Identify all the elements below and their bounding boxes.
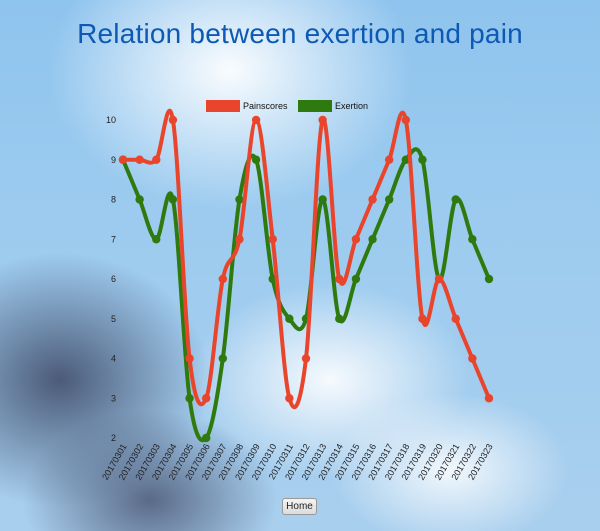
series-line — [121, 108, 491, 410]
data-point — [118, 155, 128, 164]
series-painscores — [118, 108, 494, 410]
data-point — [418, 155, 427, 164]
y-tick-label: 4 — [111, 354, 116, 364]
data-point — [301, 354, 311, 363]
series-line — [121, 147, 491, 443]
legend-label: Exertion — [335, 101, 368, 111]
data-point — [251, 155, 261, 164]
y-tick-label: 5 — [111, 314, 116, 324]
y-tick-label: 10 — [106, 115, 116, 125]
data-point — [451, 195, 460, 204]
data-point — [285, 314, 294, 323]
chart-legend: Painscores Exertion — [206, 100, 368, 112]
y-tick-label: 6 — [111, 274, 116, 284]
data-point — [152, 155, 161, 164]
data-point — [218, 354, 228, 363]
data-point — [434, 274, 444, 284]
data-point — [368, 235, 377, 244]
data-point — [185, 354, 194, 363]
data-point — [235, 195, 244, 204]
data-point — [468, 354, 477, 363]
y-tick-label: 3 — [111, 393, 116, 403]
data-point — [268, 235, 277, 244]
data-point — [384, 195, 394, 204]
y-tick-label: 7 — [111, 234, 116, 244]
data-point — [468, 235, 477, 244]
data-point — [135, 155, 144, 164]
data-point — [335, 314, 344, 323]
legend-swatch — [298, 100, 332, 112]
data-point — [351, 274, 361, 284]
data-point — [168, 115, 178, 125]
data-point — [201, 394, 211, 403]
data-point — [285, 394, 294, 403]
data-point — [318, 195, 327, 204]
legend-label: Painscores — [243, 101, 288, 111]
data-point — [168, 195, 178, 204]
chart-axes: 2345678910201703012017030220170303201703… — [100, 115, 495, 482]
data-point — [368, 195, 377, 204]
data-point — [251, 115, 261, 125]
series-exertion — [118, 147, 494, 443]
chart-series — [118, 108, 494, 443]
data-point — [451, 314, 460, 323]
y-tick-label: 8 — [111, 195, 116, 205]
home-button[interactable]: Home — [282, 498, 317, 515]
legend-swatch — [206, 100, 240, 112]
data-point — [401, 115, 411, 125]
data-point — [201, 433, 211, 443]
data-point — [318, 115, 327, 125]
data-point — [135, 195, 144, 204]
y-tick-label: 2 — [111, 433, 116, 443]
data-point — [384, 155, 394, 164]
data-point — [418, 314, 427, 323]
y-tick-label: 9 — [111, 155, 116, 165]
data-point — [185, 394, 194, 403]
page-title: Relation between exertion and pain — [77, 18, 523, 49]
data-point — [235, 235, 244, 244]
data-point — [335, 274, 344, 284]
data-point — [152, 235, 161, 244]
data-point — [484, 394, 494, 403]
data-point — [484, 274, 494, 284]
data-point — [351, 235, 361, 244]
data-point — [218, 274, 228, 284]
